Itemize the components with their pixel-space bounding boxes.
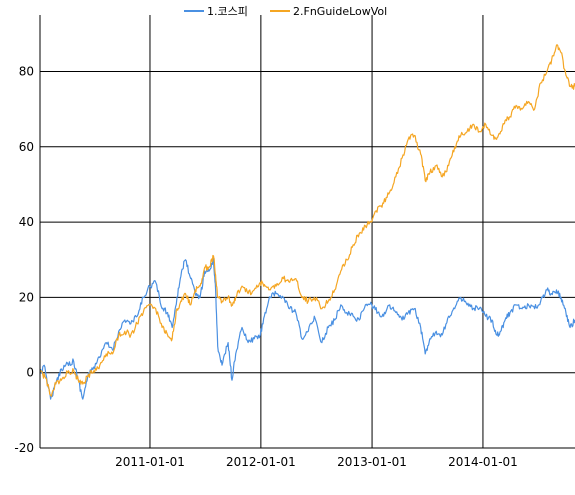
y-tick-label: 20 [19,290,34,304]
x-axis-tick-labels: 2011-01-01 2012-01-01 2013-01-01 2014-01-01 [115,455,518,469]
y-axis-tick-labels: -20 0 20 40 60 80 [14,64,34,455]
legend-label-2: 2.FnGuideLowVol [293,5,387,18]
legend-label-1: 1.코스피 [207,5,248,18]
y-tick-label: 40 [19,215,34,229]
x-tick-label: 2013-01-01 [337,455,407,469]
y-tick-label: 0 [26,366,34,380]
x-tick-label: 2011-01-01 [115,455,185,469]
x-tick-label: 2014-01-01 [448,455,518,469]
chart-legend: 1.코스피 2.FnGuideLowVol [184,5,387,18]
chart-series-layer [39,44,575,400]
series-line-1 [39,257,575,400]
chart-axes [39,15,575,449]
y-tick-label: 60 [19,140,34,154]
y-tick-label: -20 [14,441,34,455]
y-tick-label: 80 [19,64,34,78]
x-tick-label: 2012-01-01 [226,455,296,469]
series-line-2 [39,44,575,397]
